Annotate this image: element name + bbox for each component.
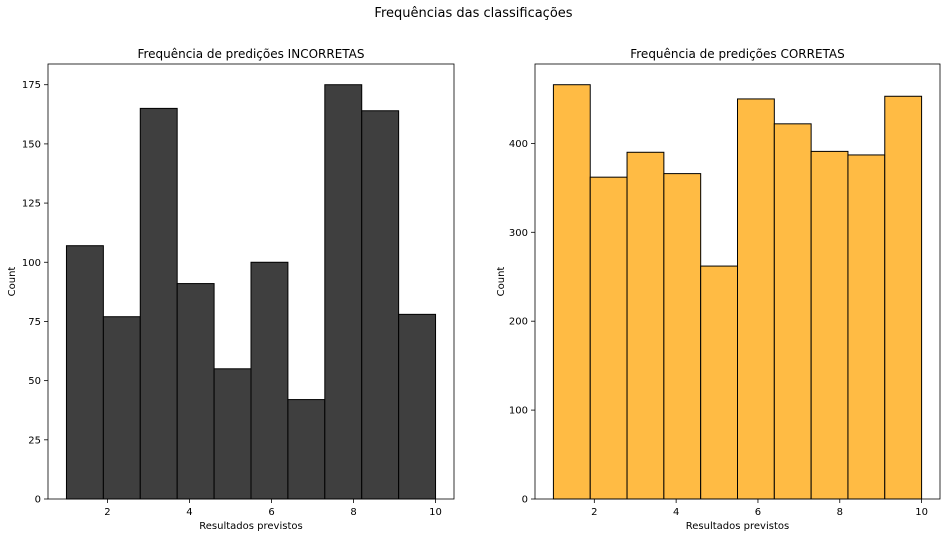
incorrect-ytick-label: 150 (22, 139, 41, 150)
incorrect-ytick-label: 75 (28, 317, 41, 328)
incorrect-bar-2 (139, 107, 178, 500)
incorrect-xtick-label: 2 (104, 507, 110, 518)
incorrect-axes-frame (47, 63, 455, 500)
incorrect-bar-9 (398, 313, 437, 500)
incorrect-ytick-label: 125 (22, 199, 41, 210)
incorrect-xtick-label: 4 (186, 507, 192, 518)
incorrect-bar-6 (287, 399, 326, 500)
incorrect-xtick-label: 10 (429, 507, 442, 518)
incorrect-ylabel: Count (7, 267, 18, 297)
incorrect-ytick-label: 100 (22, 258, 41, 269)
incorrect-bar-8 (361, 110, 400, 500)
incorrect-xtick-label: 8 (350, 507, 356, 518)
incorrect-bar-7 (324, 84, 363, 500)
incorrect-bar-0 (65, 245, 104, 500)
incorrect-bar-3 (176, 283, 215, 500)
incorrect-ytick-label: 0 (35, 495, 41, 506)
incorrect-xtick-label: 6 (268, 507, 274, 518)
incorrect-bar-5 (250, 261, 289, 500)
incorrect-ytick-label: 50 (28, 376, 41, 387)
incorrect-bar-4 (213, 368, 252, 500)
incorrect-xlabel: Resultados previstos (199, 521, 302, 532)
incorrect-bar-1 (102, 316, 141, 500)
incorrect-ytick-label: 175 (22, 80, 41, 91)
incorrect-ytick-label: 25 (28, 435, 41, 446)
figure-suptitle: Frequências das classificações (374, 6, 573, 21)
incorrect-title: Frequência de predições INCORRETAS (137, 47, 364, 61)
